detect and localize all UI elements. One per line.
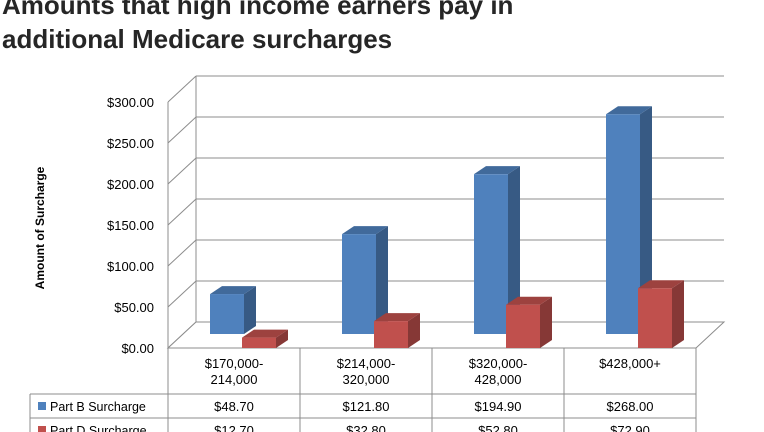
y-tick-label: $200.00 [107, 177, 154, 192]
table-value: $52.80 [478, 423, 518, 432]
bar-side [672, 280, 684, 348]
bar-top [638, 280, 684, 289]
x-category-label: $428,000+ [599, 356, 661, 371]
y-tick-label: $250.00 [107, 136, 154, 151]
x-category-label: $320,000- [469, 356, 528, 371]
table-value: $32.80 [346, 423, 386, 432]
bar [374, 321, 408, 348]
bar [638, 288, 672, 348]
table-value: $12.70 [214, 423, 254, 432]
x-category-label: $214,000- [337, 356, 396, 371]
bar-top [210, 286, 256, 295]
table-value: $121.80 [343, 399, 390, 414]
x-category-label: 320,000 [343, 372, 390, 387]
gridline-side [167, 75, 197, 103]
table-value: $194.90 [475, 399, 522, 414]
series-name: Part D Surcharge [50, 424, 147, 432]
table-value: $72.90 [610, 423, 650, 432]
x-category-label: 214,000 [211, 372, 258, 387]
series-name: Part B Surcharge [50, 400, 146, 414]
y-tick-label: $100.00 [107, 259, 154, 274]
bar-side [540, 296, 552, 348]
x-category-label: $170,000- [205, 356, 264, 371]
bar-side [276, 329, 288, 348]
bar-top [474, 166, 520, 175]
bar-side [508, 166, 520, 334]
bar-side [640, 106, 652, 335]
chart-title-line-1: Amounts that high income earners pay in [2, 0, 514, 20]
gridline-side [167, 157, 197, 185]
y-tick-label: $0.00 [121, 341, 154, 356]
legend-key [38, 426, 46, 432]
table-value: $48.70 [214, 399, 254, 414]
bar-side [376, 226, 388, 334]
y-tick-label: $50.00 [114, 300, 154, 315]
bar [342, 234, 376, 334]
bar-top [506, 296, 552, 305]
bar-top [374, 313, 420, 322]
gridline-side [167, 280, 197, 308]
legend-key [38, 402, 46, 410]
x-category-label: 428,000 [475, 372, 522, 387]
y-tick-label: $300.00 [107, 95, 154, 110]
bar [210, 294, 244, 334]
gridline-side [167, 198, 197, 226]
y-tick-label: $150.00 [107, 218, 154, 233]
bar-side [244, 286, 256, 334]
chart-title: Amounts that high income earners pay in … [2, 0, 513, 56]
bar-side [408, 313, 420, 348]
bar-top [606, 106, 652, 115]
bar-top [242, 329, 288, 338]
table-value: $268.00 [607, 399, 654, 414]
bar-top [342, 226, 388, 235]
bar [506, 304, 540, 348]
chart-title-line-2: additional Medicare surcharges [2, 24, 393, 54]
bar [474, 174, 508, 334]
gridline-side [167, 116, 197, 144]
bar [606, 114, 640, 335]
gridline-side [167, 239, 197, 267]
bar [242, 337, 276, 348]
